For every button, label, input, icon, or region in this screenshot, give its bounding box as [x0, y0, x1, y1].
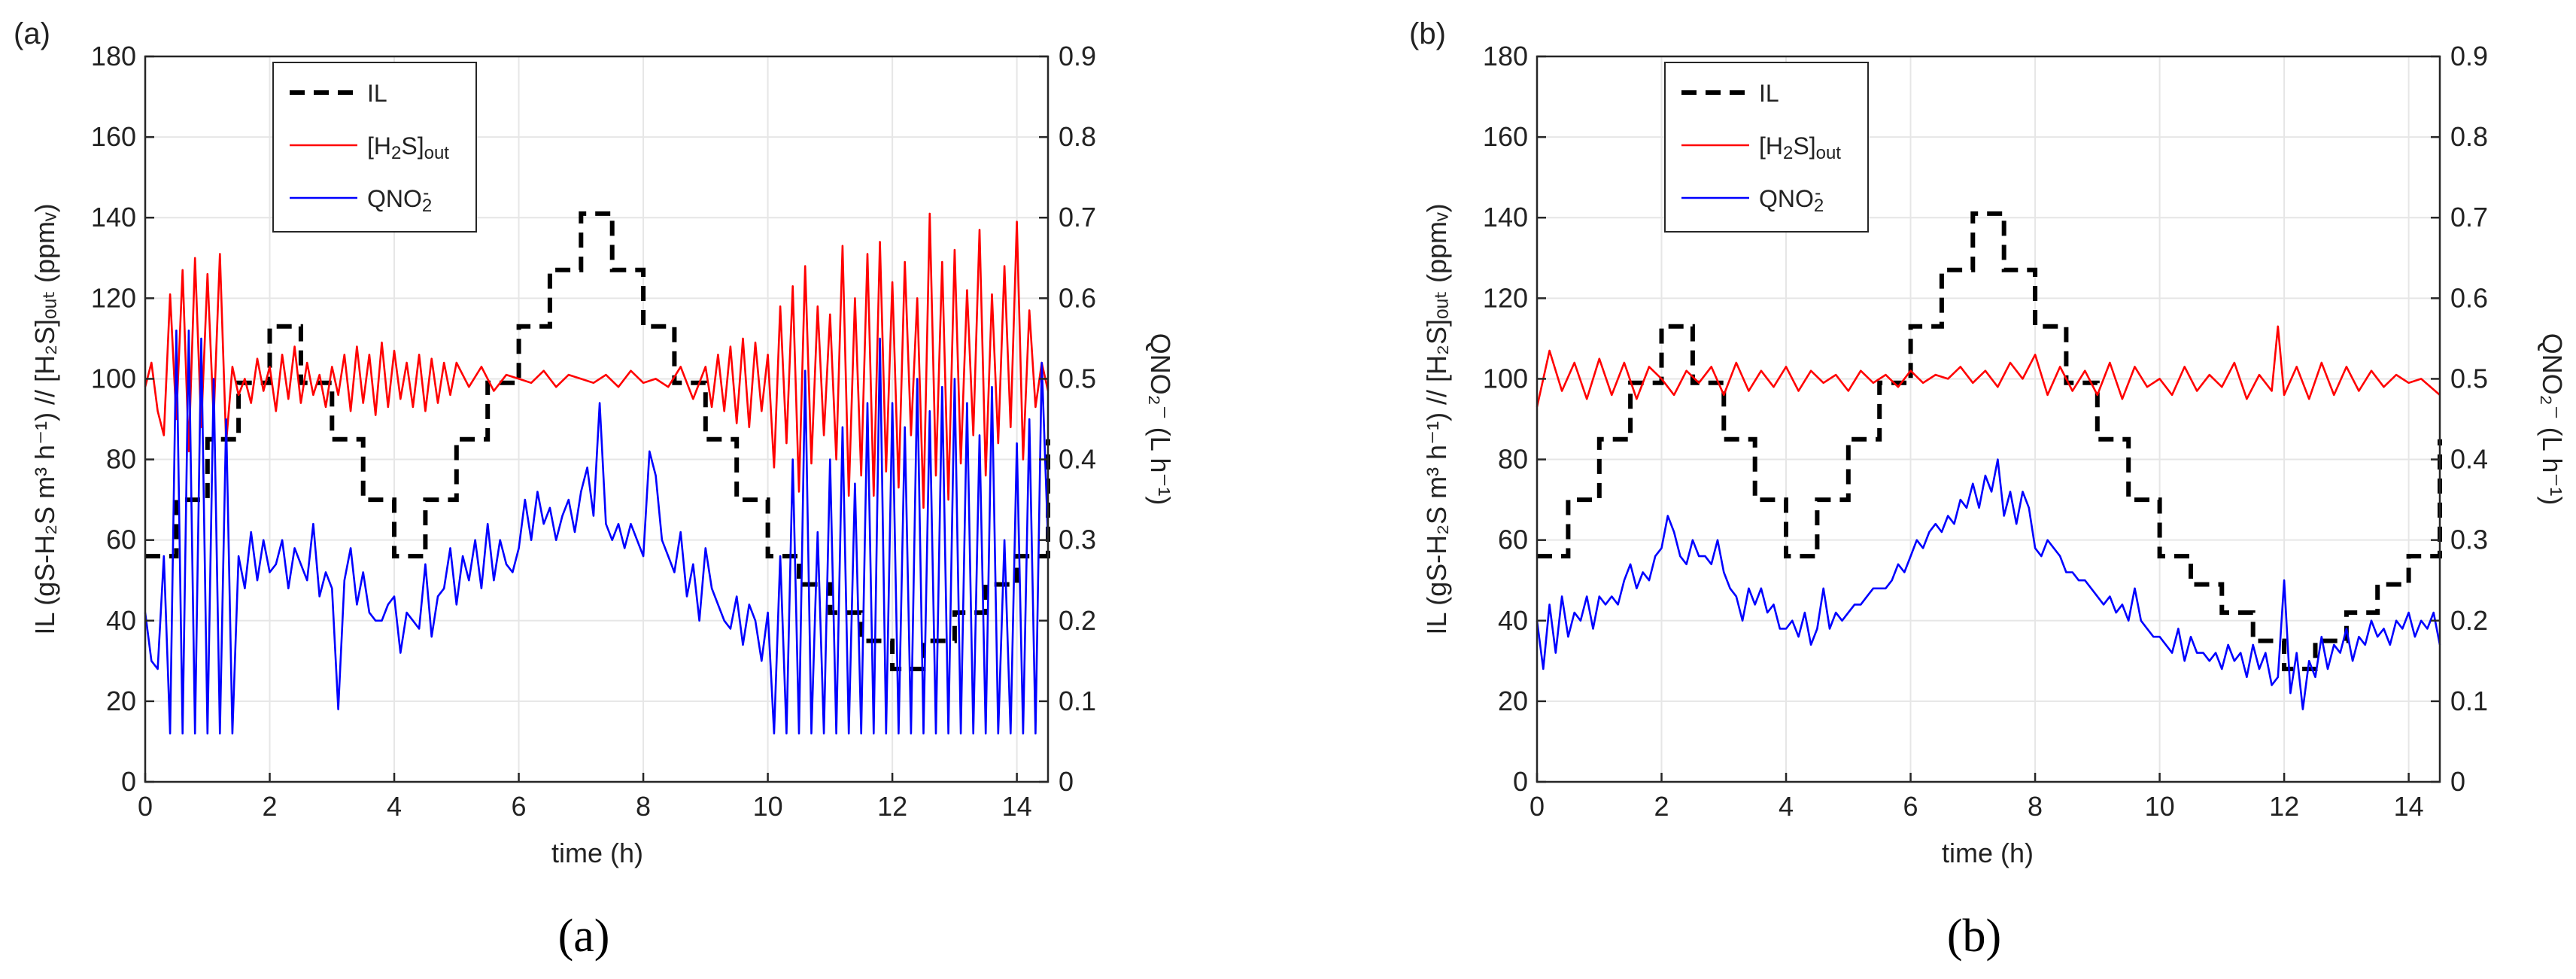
panel-b-y-tick-label: 180 — [1483, 41, 1528, 71]
panel-b-series-qno2-line — [1536, 458, 2441, 710]
panel-a-x-axis-label: time (h) — [551, 838, 643, 868]
panel-a-y-tick-label: 20 — [106, 686, 136, 716]
panel-b-series-il-line — [1537, 211, 2442, 671]
panel-a-y2-tick-label: 0.7 — [1059, 202, 1096, 233]
panel-a-series-h2s-line — [144, 212, 1050, 509]
panel-a-y2-tick-label: 0.5 — [1059, 363, 1096, 394]
panel-a-y-tick-label: 60 — [106, 524, 136, 555]
panel-a-x-tick-label: 6 — [512, 791, 527, 822]
panel-a-y-tick-label: 160 — [91, 121, 136, 152]
panel-b-x-axis-label: time (h) — [1942, 838, 2034, 868]
panel-a-legend-box — [272, 62, 477, 233]
panel-b-x-tick-label: 0 — [1530, 791, 1545, 822]
panel-a-x-tick-label: 8 — [636, 791, 651, 822]
panel-a-y-tick-label: 80 — [106, 444, 136, 475]
panel-a-series-il-line — [145, 211, 1050, 671]
panel-a-y-tick-label: 140 — [91, 202, 136, 233]
panel-b-y-tick-label: 20 — [1498, 686, 1528, 716]
panel-b-y2-tick-label: 0.4 — [2450, 444, 2488, 475]
panel-b-y-tick-label: 80 — [1498, 444, 1528, 475]
panel-a-y2-axis-label: QNO₂⁻ (L h⁻¹) — [1145, 333, 1176, 506]
panel-a: (a) 0 2 4 6 8 10 12 140204060801001201401601800… — [14, 17, 1176, 962]
panel-a-plot: 0 2 4 6 8 10 12 1402040608010012014016018000.10… — [91, 41, 1096, 822]
panel-a-axes-box — [144, 55, 1050, 783]
panel-b: (b) 0 2 4 6 8 10 12 140204060801001201401601800… — [1409, 17, 2568, 962]
panel-a-legend-label-qno2: QNO2- — [367, 183, 432, 216]
panel-b-y-tick-label: 100 — [1483, 363, 1528, 394]
panel-a-y-axis-label: IL (gS-H₂S m³ h⁻¹) // [H₂S]ₒᵤₜ (ppmᵥ) — [29, 203, 60, 634]
panel-b-legend-label-il: IL — [1759, 80, 1779, 107]
panel-a-y2-tick-label: 0.8 — [1059, 121, 1096, 152]
panel-b-legend-box — [1664, 62, 1869, 233]
panel-a-legend: IL [H2S]out QNO2- — [272, 62, 477, 233]
panel-b-x-tick-label: 14 — [2394, 791, 2424, 822]
panel-b-y-tick-label: 140 — [1483, 202, 1528, 233]
panel-a-y-tick-label: 40 — [106, 605, 136, 636]
panel-a-y2-tick-label: 0.1 — [1059, 686, 1096, 716]
panel-a-y-tick-label: 0 — [121, 766, 136, 797]
panel-b-y-axis-label: IL (gS-H₂S m³ h⁻¹) // [H₂S]ₒᵤₜ (ppmᵥ) — [1421, 203, 1452, 634]
panel-b-legend-label-h2s: [H2S]out — [1759, 132, 1841, 163]
panel-b-x-tick-label: 4 — [1779, 791, 1794, 822]
panel-a-x-tick-label: 2 — [263, 791, 278, 822]
panel-b-axes-box — [1536, 55, 2441, 783]
panel-a-y2-tick-label: 0.6 — [1059, 282, 1096, 313]
panel-b-y2-tick-label: 0.8 — [2450, 121, 2488, 152]
panel-b-x-tick-label: 8 — [2028, 791, 2043, 822]
panel-b-x-tick-label: 12 — [2269, 791, 2299, 822]
panel-a-y2-tick-label: 0.9 — [1059, 41, 1096, 71]
panel-a-x-tick-label: 12 — [877, 791, 907, 822]
panel-b-y2-tick-label: 0.1 — [2450, 686, 2488, 716]
panel-b-x-tick-label: 2 — [1654, 791, 1669, 822]
panel-b-x-tick-label: 10 — [2145, 791, 2175, 822]
panel-b-y-tick-label: 120 — [1483, 282, 1528, 313]
panel-a-y-tick-label: 100 — [91, 363, 136, 394]
panel-a-caption: (a) — [558, 911, 610, 962]
panel-a-x-tick-label: 14 — [1002, 791, 1032, 822]
panel-a-series-qno2-line — [144, 329, 1050, 734]
panel-a-y-tick-label: 120 — [91, 282, 136, 313]
panel-b-y-tick-label: 40 — [1498, 605, 1528, 636]
panel-a-y2-tick-label: 0.4 — [1059, 444, 1096, 475]
panel-a-x-tick-label: 4 — [387, 791, 402, 822]
panel-b-y2-tick-label: 0.9 — [2450, 41, 2488, 71]
panel-b-y2-tick-label: 0.2 — [2450, 605, 2488, 636]
panel-b-y2-tick-label: 0.6 — [2450, 282, 2488, 313]
panel-b-y2-tick-label: 0.5 — [2450, 363, 2488, 394]
panel-a-y-tick-label: 180 — [91, 41, 136, 71]
panel-b-series-h2s-line — [1536, 325, 2441, 408]
panel-a-tag: (a) — [14, 17, 50, 50]
panel-a-x-tick-label: 0 — [138, 791, 153, 822]
panel-b-tag: (b) — [1409, 17, 1446, 50]
panel-b-y-tick-label: 60 — [1498, 524, 1528, 555]
panel-b-y-tick-label: 160 — [1483, 121, 1528, 152]
panel-b-plot: 0 2 4 6 8 10 12 1402040608010012014016018000.10… — [1483, 41, 2488, 822]
panel-a-x-tick-label: 10 — [753, 791, 783, 822]
panel-a-legend-label-il: IL — [367, 80, 387, 107]
panel-b-y2-tick-label: 0.7 — [2450, 202, 2488, 233]
panel-b-y2-axis-label: QNO₂⁻ (L h⁻¹) — [2537, 333, 2568, 506]
panel-b-y2-tick-label: 0.3 — [2450, 524, 2488, 555]
panel-b-y-tick-label: 0 — [1513, 766, 1528, 797]
panel-b-legend-label-qno2: QNO2- — [1759, 183, 1824, 216]
panel-b-y2-tick-label: 0 — [2450, 766, 2465, 797]
panel-b-caption: (b) — [1947, 911, 2001, 962]
panel-b-legend: IL [H2S]out QNO2- — [1664, 62, 1869, 233]
panel-a-y2-tick-label: 0 — [1059, 766, 1074, 797]
panel-a-y2-tick-label: 0.2 — [1059, 605, 1096, 636]
panel-a-y2-tick-label: 0.3 — [1059, 524, 1096, 555]
panel-b-x-tick-label: 6 — [1903, 791, 1918, 822]
panel-a-legend-label-h2s: [H2S]out — [367, 132, 449, 163]
